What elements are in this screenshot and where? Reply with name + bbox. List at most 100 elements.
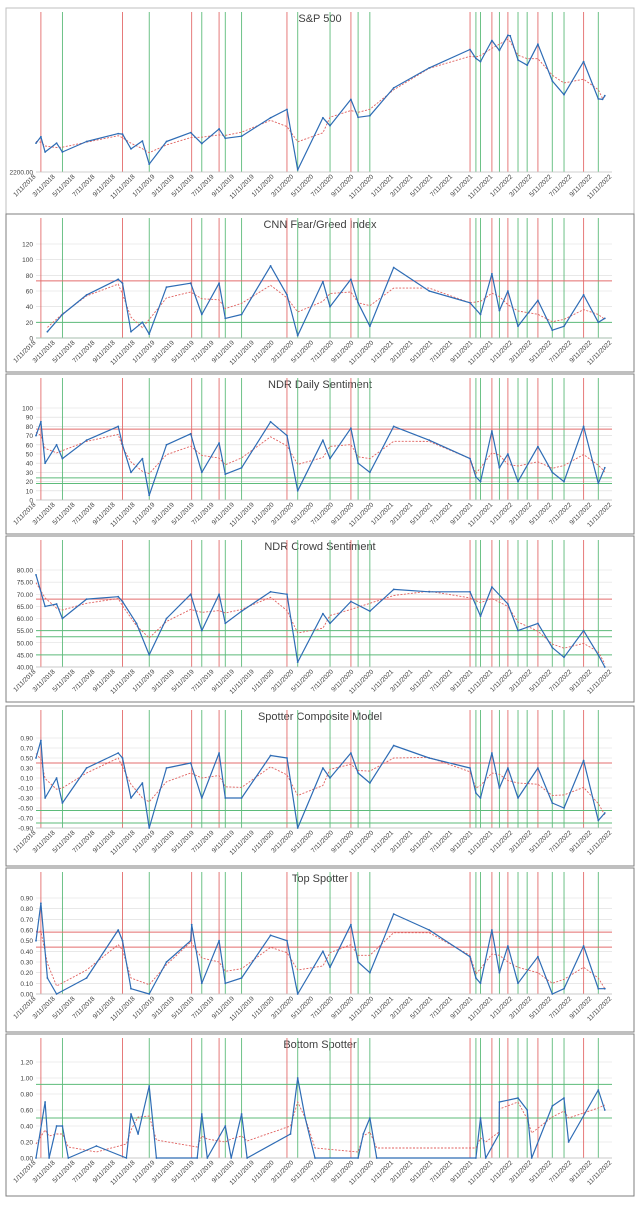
y-tick-label: -0.90 [18, 826, 33, 833]
y-tick-label: 0.50 [20, 756, 33, 763]
data-point [130, 987, 132, 990]
data-point [189, 282, 192, 285]
data-point [491, 39, 493, 42]
series-line [35, 1077, 606, 1159]
trend-line [47, 283, 606, 329]
y-tick-label: 1.20 [20, 1060, 33, 1067]
chart-title: NDR Daily Sentiment [268, 379, 372, 391]
data-point [603, 94, 606, 97]
data-point [165, 140, 168, 143]
data-point [165, 286, 168, 288]
chart-panel: CNN Fear/Greed Index0204060801001201/11/… [5, 213, 635, 373]
data-point [61, 313, 64, 316]
data-point [165, 961, 168, 963]
y-tick-label: 40.00 [17, 665, 34, 672]
data-point [218, 442, 221, 444]
data-point [526, 64, 529, 67]
chart-title: Top Spotter [292, 873, 349, 885]
data-point [537, 622, 539, 625]
data-point [117, 595, 120, 598]
y-tick-label: 100 [22, 406, 33, 413]
data-point [322, 116, 324, 119]
trend-line [35, 753, 606, 816]
data-point [322, 767, 324, 769]
data-point [200, 142, 203, 145]
data-point [130, 797, 132, 799]
y-tick-label: 20 [26, 320, 34, 327]
data-point [200, 797, 203, 799]
data-point [40, 135, 42, 138]
data-point [537, 955, 539, 958]
y-tick-label: -0.30 [18, 796, 33, 803]
data-point [286, 294, 288, 296]
data-point [141, 140, 144, 142]
data-point [240, 977, 243, 979]
data-point [475, 476, 477, 478]
trend-line [35, 582, 606, 665]
data-point [469, 457, 471, 460]
y-tick-label: 0.70 [20, 917, 33, 924]
data-point [517, 797, 519, 799]
data-point [240, 135, 243, 138]
data-point [224, 622, 227, 625]
data-point [224, 473, 227, 476]
data-point [35, 939, 37, 942]
data-point [392, 425, 395, 428]
data-point [530, 1157, 533, 1159]
data-point [304, 1117, 307, 1119]
data-point [582, 425, 585, 428]
data-point [44, 797, 46, 799]
data-point [507, 290, 509, 292]
data-point [322, 950, 324, 953]
data-point [392, 87, 395, 89]
data-point [55, 777, 58, 779]
y-tick-label: 0.80 [20, 1092, 33, 1099]
data-point [479, 615, 482, 617]
data-point [44, 605, 46, 608]
data-point [296, 169, 299, 171]
data-point [369, 471, 371, 474]
y-tick-label: 0.30 [20, 766, 33, 773]
data-point [165, 617, 168, 620]
data-point [517, 982, 519, 985]
chart-title: Bottom Spotter [283, 1039, 357, 1051]
y-tick-label: 60.00 [17, 616, 34, 623]
data-point [329, 777, 331, 779]
data-point [189, 762, 192, 764]
data-point [46, 330, 49, 333]
data-point [55, 142, 58, 145]
data-point [137, 1133, 140, 1135]
data-point [551, 80, 554, 82]
data-point [240, 1113, 243, 1115]
data-point [314, 1157, 316, 1159]
panel-border [5, 1033, 635, 1197]
data-point [475, 1157, 477, 1159]
data-point [240, 610, 243, 613]
y-tick-label: 0.90 [20, 736, 33, 743]
data-point [507, 945, 509, 947]
data-point [369, 971, 371, 974]
data-point [350, 923, 352, 926]
y-tick-label: 30 [26, 470, 34, 477]
data-point [507, 767, 509, 769]
y-tick-label: 60 [26, 442, 34, 449]
data-point [498, 787, 501, 789]
data-point [286, 108, 288, 111]
data-point [357, 301, 359, 304]
y-tick-label: 50.00 [17, 640, 34, 647]
data-point [498, 309, 501, 312]
data-point [117, 132, 120, 135]
y-tick-label: 0.60 [20, 1108, 33, 1115]
data-point [392, 266, 395, 269]
data-point [563, 325, 565, 328]
data-point [537, 43, 539, 46]
data-point [526, 1109, 529, 1111]
data-point [369, 114, 371, 117]
y-tick-label: 80 [26, 273, 34, 280]
data-point [603, 466, 606, 469]
data-point [350, 427, 352, 430]
data-point [85, 294, 88, 296]
data-point [148, 827, 151, 829]
data-point [350, 752, 352, 754]
data-point [582, 629, 585, 632]
